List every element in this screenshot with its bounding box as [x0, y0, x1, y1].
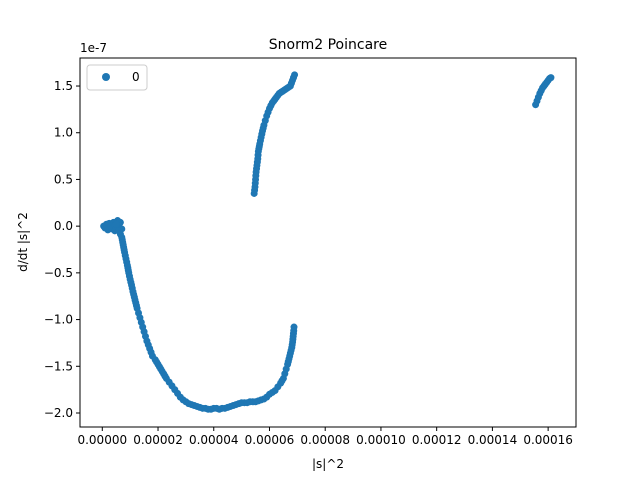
x-tick-label: 0.00002 — [133, 433, 183, 447]
y-tick-label: 0.5 — [54, 172, 73, 186]
x-axis-ticks: 0.00000 0.00002 0.00004 0.00006 0.00008 0.000… — [77, 427, 573, 447]
chart-title: Snorm2 Poincare — [269, 37, 387, 53]
x-tick-label: 0.00004 — [189, 433, 239, 447]
y-tick-label: −1.0 — [44, 313, 73, 327]
x-tick-label: 0.00008 — [300, 433, 350, 447]
data-point — [112, 220, 120, 228]
y-tick-label: −0.5 — [44, 266, 73, 280]
y-tick-label: −2.0 — [44, 406, 73, 420]
legend-marker — [102, 73, 110, 81]
plot-frame — [79, 57, 577, 428]
legend-box — [86, 64, 148, 91]
x-tick-label: 0.00016 — [523, 433, 573, 447]
x-tick-label: 0.00012 — [412, 433, 462, 447]
y-tick-label: 1.0 — [54, 126, 73, 140]
data-points-group — [100, 71, 555, 413]
data-point — [291, 71, 299, 79]
x-tick-label: 0.00014 — [468, 433, 518, 447]
x-tick-label: 0.00000 — [77, 433, 127, 447]
x-tick-label: 0.00010 — [356, 433, 406, 447]
data-point — [290, 323, 298, 331]
data-point — [547, 74, 555, 82]
y-tick-label: 0.0 — [54, 219, 73, 233]
y-axis-ticks: −2.0 −1.5 −1.0 −0.5 0.0 0.5 1.0 1.5 — [44, 79, 80, 420]
plot-area — [80, 58, 576, 427]
y-tick-label: −1.5 — [44, 359, 73, 373]
y-axis-label: d/dt |s|^2 — [16, 212, 30, 272]
y-tick-label: 1.5 — [54, 79, 73, 93]
legend: 0 — [86, 64, 148, 91]
x-tick-label: 0.00006 — [245, 433, 295, 447]
legend-label: 0 — [132, 70, 140, 84]
y-axis-offset-text: 1e-7 — [80, 41, 107, 55]
x-axis-label: |s|^2 — [312, 457, 344, 471]
